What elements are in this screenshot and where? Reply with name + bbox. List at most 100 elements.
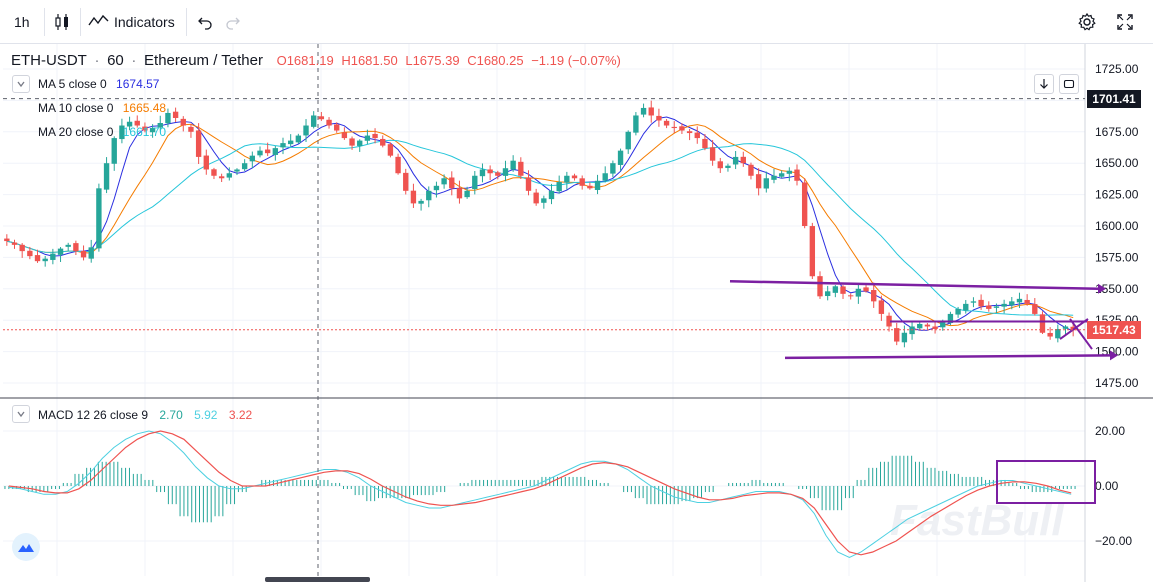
candle-body [518, 161, 524, 176]
price-tick-label: 1600.00 [1095, 219, 1139, 233]
gear-icon [1078, 12, 1096, 31]
candle-body [395, 156, 401, 174]
ma20-line [6, 139, 1074, 316]
candle-body [34, 255, 41, 262]
candle-body [940, 321, 946, 328]
candle-body [410, 190, 417, 204]
resistance-line [729, 280, 1099, 291]
candle-body [740, 156, 746, 164]
candle-body [901, 332, 908, 343]
candle-body [403, 172, 409, 191]
candle-body [487, 169, 493, 174]
candle-body [111, 138, 117, 164]
candle-body [195, 130, 202, 157]
candle-body [372, 133, 378, 139]
candle-body [663, 120, 670, 126]
candle-body [157, 123, 163, 128]
candle-body [771, 175, 777, 180]
drawing-annotations [729, 280, 1118, 504]
crosshair-lines [3, 44, 1085, 576]
candle-body [96, 188, 102, 249]
candle-body [226, 173, 232, 178]
candle-body [1009, 301, 1015, 306]
crosshair-price-tag: 1701.41 [1087, 90, 1141, 108]
chart-grid [0, 44, 1153, 582]
watermark-text: FastBull [890, 496, 1064, 545]
candle-body [449, 177, 455, 189]
macd-tick-label: −20.00 [1095, 534, 1132, 548]
candlesticks [4, 100, 1076, 348]
candle-body [633, 115, 639, 133]
watermark: FastBull [890, 496, 1064, 545]
time-scrollbar[interactable] [265, 577, 370, 582]
candle-body [479, 169, 486, 177]
candle-body [326, 119, 332, 126]
arrow-down-icon [1040, 79, 1048, 89]
indicators-button[interactable]: Indicators [88, 8, 175, 36]
candle-body [11, 242, 18, 245]
interval-label: 1h [14, 14, 30, 30]
candle-body [349, 138, 355, 146]
ohlc-low: L1675.39 [405, 53, 460, 68]
arrow-up-line [1059, 318, 1089, 340]
chevron-down-icon [17, 411, 25, 418]
candle-body [165, 112, 171, 124]
candle-body [732, 156, 739, 165]
candle-body [126, 121, 133, 127]
price-tick-label: 1550.00 [1095, 282, 1139, 296]
candle-body [203, 155, 209, 170]
ohlc-close: C1680.25 [467, 53, 524, 68]
reset-scale-button[interactable] [1059, 74, 1079, 94]
symbol-pair: ETH-USDT [11, 52, 87, 69]
candle-body [1016, 298, 1023, 303]
ma10-label: MA 10 close 0 [38, 101, 114, 115]
interval-button[interactable]: 1h [14, 8, 30, 36]
redo-button[interactable] [224, 8, 242, 36]
toolbar-divider [80, 8, 81, 36]
candle-body [303, 125, 309, 136]
candle-body [472, 175, 478, 190]
candle-body [564, 175, 570, 183]
candle-body [1047, 332, 1053, 337]
fullscreen-button[interactable] [1114, 8, 1136, 36]
candle-body [986, 305, 992, 309]
candle-body [786, 170, 793, 174]
collapse-macd-button[interactable] [12, 405, 30, 423]
candle-body [809, 226, 816, 277]
ohlc-change: −1.19 (−0.07%) [531, 53, 621, 68]
candle-body [963, 303, 969, 311]
candle-body [656, 115, 662, 121]
candle-body [778, 173, 785, 177]
candle-body [917, 323, 923, 329]
candle-body [909, 326, 915, 335]
chart-logo-button[interactable] [12, 533, 40, 561]
undo-button[interactable] [196, 8, 214, 36]
candle-body [679, 126, 685, 131]
chevron-down-icon [17, 81, 25, 88]
scroll-down-button[interactable] [1034, 74, 1054, 94]
candle-body [702, 138, 708, 149]
candle-body [794, 169, 800, 181]
candle-body [709, 147, 716, 161]
candle-body [65, 244, 71, 247]
ma20-label: MA 20 close 0 [38, 125, 114, 139]
collapse-legend-button[interactable] [12, 75, 30, 93]
candle-body [587, 185, 593, 189]
candle-body [211, 169, 217, 176]
ma5-line [6, 116, 1074, 332]
ohlc-high: H1681.50 [341, 53, 398, 68]
chart-type-button[interactable] [52, 8, 72, 36]
support-line [784, 354, 1111, 360]
candle-body [970, 301, 977, 303]
candle-body [625, 131, 631, 150]
candle-body [334, 124, 340, 131]
macd-highlight-box [996, 460, 1096, 504]
ma5-value: 1674.57 [116, 77, 160, 91]
arrow-head [1098, 283, 1106, 294]
price-tick-label: 1650.00 [1095, 156, 1139, 170]
settings-button[interactable] [1076, 8, 1098, 36]
top-toolbar: 1h Indicators [0, 0, 1153, 44]
candle-body [1032, 304, 1038, 314]
candle-body [579, 178, 585, 186]
